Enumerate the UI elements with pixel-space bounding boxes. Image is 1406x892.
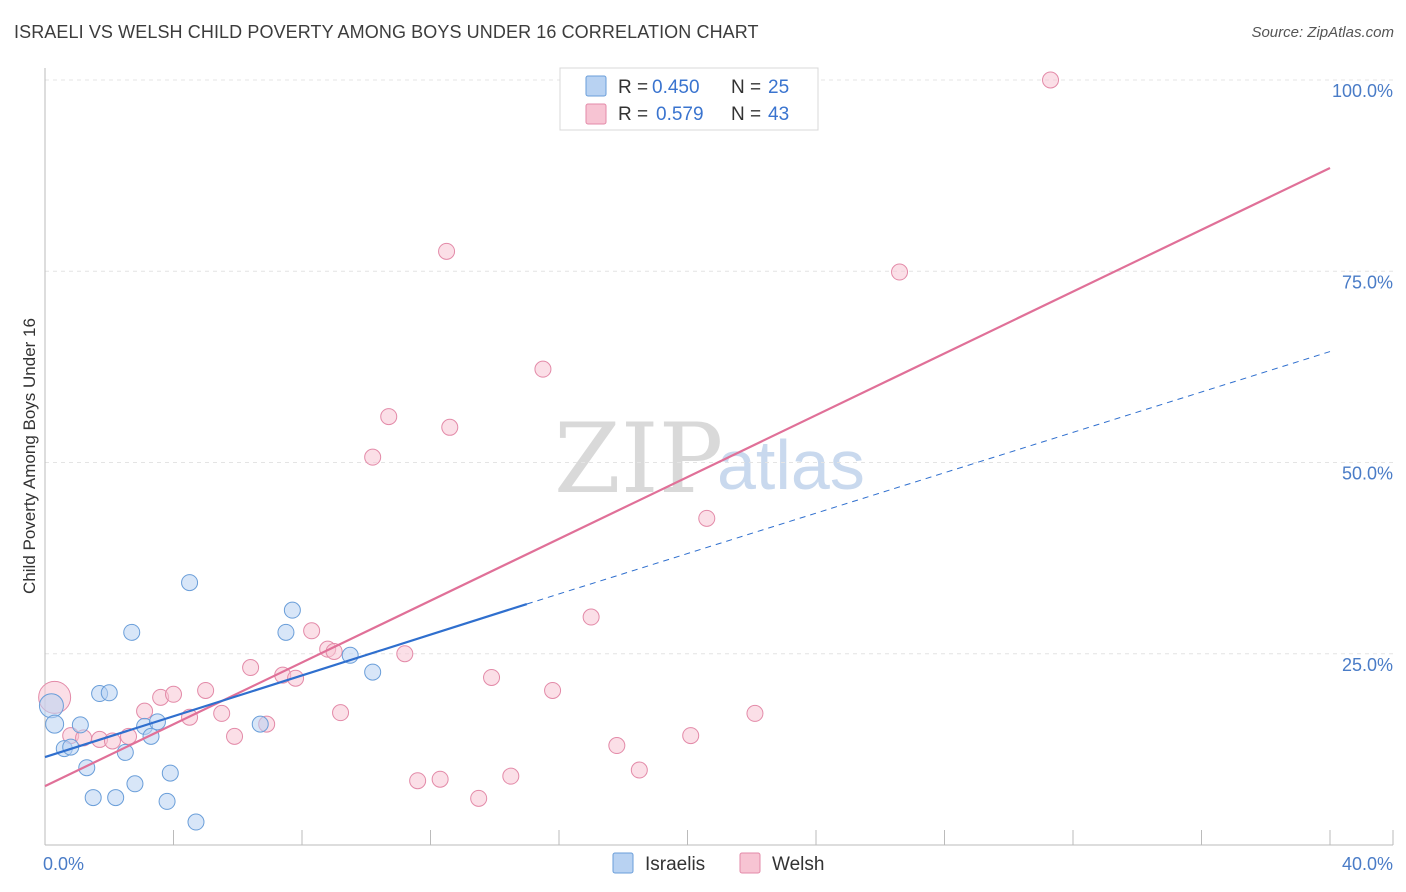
israeli-point-24 [364, 663, 382, 681]
chart-title: ISRAELI VS WELSH CHILD POVERTY AMONG BOY… [14, 22, 759, 42]
y-tick-label-100: 100.0% [1332, 81, 1393, 101]
israeli-point-6 [84, 789, 102, 807]
x-tick-label-min: 0.0% [43, 854, 84, 874]
israeli-point-14 [142, 727, 160, 745]
welsh-point-11 [213, 704, 231, 722]
welsh-point-12 [226, 727, 244, 745]
welsh-point-27 [438, 242, 456, 260]
welsh-point-22 [380, 408, 398, 426]
legend-n-value-welsh: 43 [768, 104, 789, 125]
israeli-point-22 [283, 601, 301, 619]
welsh-point-36 [682, 727, 700, 745]
israeli-point-20 [251, 715, 269, 733]
watermark-atlas: atlas [717, 426, 865, 504]
legend-r-label-israelis: R = [618, 77, 648, 98]
x-tick-label-max: 40.0% [1342, 854, 1393, 874]
welsh-point-32 [544, 681, 562, 699]
y-tick-label-50: 50.0% [1342, 464, 1393, 484]
welsh-point-40 [1042, 71, 1060, 89]
israeli-point-0 [38, 693, 64, 719]
y-tick-label-25: 25.0% [1342, 655, 1393, 675]
israeli-point-18 [181, 574, 199, 592]
welsh-point-35 [630, 761, 648, 779]
welsh-points [38, 71, 1060, 807]
welsh-point-17 [303, 622, 321, 640]
welsh-point-26 [441, 418, 459, 436]
y-axis-title: Child Poverty Among Boys Under 16 [20, 318, 39, 594]
legend-n-label-israelis: N = [731, 77, 761, 98]
israeli-point-17 [161, 764, 179, 782]
bottom-legend: Israelis Welsh [612, 852, 824, 875]
welsh-point-28 [470, 789, 488, 807]
israeli-point-11 [123, 623, 141, 641]
israeli-point-8 [100, 684, 118, 702]
trend-lines [44, 166, 1331, 788]
x-ticks [173, 830, 1394, 845]
gridlines [45, 79, 1393, 655]
welsh-point-23 [396, 645, 414, 663]
bottom-legend-swatch-israelis [612, 852, 634, 874]
welsh-point-24 [409, 772, 427, 790]
israeli-point-9 [107, 789, 125, 807]
bottom-legend-swatch-welsh [739, 852, 761, 874]
israelis-trend-extension [526, 351, 1331, 605]
israeli-point-16 [158, 792, 176, 810]
israeli-point-19 [187, 813, 205, 831]
welsh-point-13 [242, 659, 260, 677]
bottom-legend-label-welsh: Welsh [772, 854, 824, 875]
welsh-point-25 [431, 770, 449, 788]
legend-n-value-israelis: 25 [768, 77, 789, 98]
welsh-point-38 [746, 704, 764, 722]
bottom-legend-label-israelis: Israelis [645, 854, 705, 875]
welsh-point-8 [165, 685, 182, 703]
israeli-point-21 [277, 623, 295, 641]
legend: R = 0.450 N = 25 R = 0.579 N = 43 [559, 67, 819, 131]
welsh-point-30 [502, 767, 520, 785]
legend-swatch-welsh [585, 103, 607, 125]
legend-swatch-israelis [585, 75, 607, 97]
legend-n-label-welsh: N = [731, 104, 761, 125]
y-tick-labels: 25.0% 50.0% 75.0% 100.0% [1332, 81, 1393, 675]
welsh-point-34 [608, 737, 626, 755]
legend-r-value-welsh: 0.579 [656, 104, 704, 125]
welsh-point-31 [534, 360, 552, 378]
welsh-point-6 [136, 702, 154, 720]
welsh-point-33 [582, 608, 600, 626]
welsh-point-21 [364, 448, 382, 466]
israeli-point-1 [45, 714, 65, 734]
welsh-point-10 [197, 681, 215, 699]
welsh-point-19 [332, 704, 350, 722]
israelis-trend-line [44, 602, 528, 759]
watermark-zip: ZIP [554, 403, 723, 515]
source-label: Source: ZipAtlas.com [1251, 24, 1394, 41]
welsh-point-29 [483, 668, 501, 686]
israeli-points [38, 574, 382, 831]
welsh-trend-line [44, 166, 1331, 788]
legend-r-value-israelis: 0.450 [652, 77, 700, 98]
israeli-point-12 [126, 775, 144, 793]
y-tick-label-75: 75.0% [1342, 272, 1393, 292]
israeli-point-4 [71, 716, 89, 734]
welsh-point-37 [698, 509, 716, 527]
legend-r-label-welsh: R = [618, 104, 648, 125]
welsh-point-39 [891, 263, 909, 281]
